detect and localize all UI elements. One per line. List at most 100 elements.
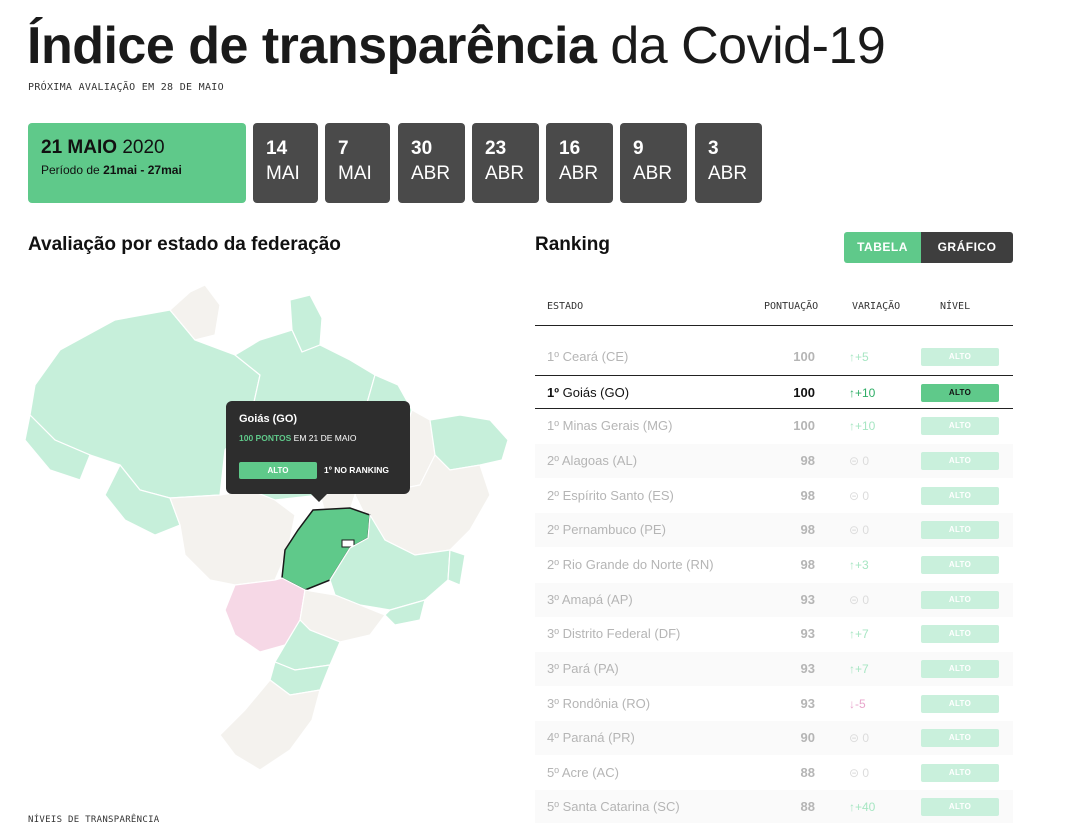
table-row[interactable]: 2º Alagoas (AL) 98 ⊝ 0 ALTO <box>535 444 1013 478</box>
row-state: Distrito Federal (DF) <box>562 626 681 641</box>
row-rank: 2º <box>547 453 559 468</box>
row-level-badge: ALTO <box>921 487 999 505</box>
row-level-badge: ALTO <box>921 798 999 816</box>
row-level-badge: ALTO <box>921 729 999 747</box>
date-day: 9 <box>633 138 644 159</box>
date-button-7-mai[interactable]: 7 MAI <box>325 123 390 203</box>
map-state-ac[interactable] <box>24 413 91 481</box>
table-row[interactable]: 2º Rio Grande do Norte (RN) 98 ↑+3 ALTO <box>535 548 1013 582</box>
date-button-9-abr[interactable]: 9 ABR <box>620 123 687 203</box>
table-row[interactable]: 3º Rondônia (RO) 93 ↓-5 ALTO <box>535 687 1013 721</box>
row-state: Acre (AC) <box>561 765 619 780</box>
date-day: 16 <box>559 138 581 159</box>
row-state: Alagoas (AL) <box>561 453 638 468</box>
map-state-df[interactable] <box>341 539 355 548</box>
row-rank: 3º <box>547 626 559 641</box>
row-level-badge: ALTO <box>921 556 999 574</box>
row-state: Santa Catarina (SC) <box>562 799 680 814</box>
row-state: Pará (PA) <box>562 661 619 676</box>
table-row[interactable]: 5º Santa Catarina (SC) 88 ↑+40 ALTO <box>535 790 1013 823</box>
date-month: ABR <box>485 163 525 184</box>
table-row-selected[interactable]: 1º Goiás (GO) 100 ↑+10 ALTO <box>535 375 1013 409</box>
table-row[interactable]: 2º Pernambuco (PE) 98 ⊝ 0 ALTO <box>535 513 1013 547</box>
map-tooltip: Goiás (GO) 100 PONTOS EM 21 DE MAIO ALTO… <box>226 401 410 502</box>
table-row[interactable]: 1º Minas Gerais (MG) 100 ↑+10 ALTO <box>535 409 1013 443</box>
tooltip-points: 100 PONTOS <box>239 433 292 443</box>
map-state-mt[interactable] <box>169 489 296 586</box>
row-rank: 1º <box>547 385 559 400</box>
date-period-prefix: Período de <box>41 163 100 177</box>
row-rank: 3º <box>547 696 559 711</box>
row-score: 93 <box>800 696 815 711</box>
row-score: 100 <box>793 385 815 400</box>
column-header-state[interactable]: ESTADO <box>547 301 584 312</box>
date-month: ABR <box>633 163 673 184</box>
row-variation: ⊝ 0 <box>849 489 870 503</box>
table-row[interactable]: 3º Pará (PA) 93 ↑+7 ALTO <box>535 652 1013 686</box>
row-score: 100 <box>793 349 815 364</box>
table-row[interactable]: 2º Espírito Santo (ES) 98 ⊝ 0 ALTO <box>535 479 1013 513</box>
map-state-rj[interactable] <box>384 599 426 626</box>
row-state: Espírito Santo (ES) <box>562 488 674 503</box>
toggle-chart-button[interactable]: GRÁFICO <box>921 232 1013 263</box>
row-score: 88 <box>800 765 815 780</box>
row-variation: ↑+40 <box>849 800 876 814</box>
row-state: Ceará (CE) <box>562 349 629 364</box>
date-button-14-mai[interactable]: 14 MAI <box>253 123 318 203</box>
view-toggle: TABELA GRÁFICO <box>844 232 1013 263</box>
row-rank: 1º <box>547 349 559 364</box>
tooltip-rank: 1º NO RANKING <box>324 465 389 475</box>
row-state: Pernambuco (PE) <box>562 522 666 537</box>
column-header-variation[interactable]: VARIAÇÃO <box>852 301 901 312</box>
date-month: MAI <box>266 163 300 184</box>
date-month: MAI <box>338 163 372 184</box>
row-variation: ↑+10 <box>849 386 876 400</box>
row-level-badge: ALTO <box>921 591 999 609</box>
table-row[interactable]: 1º Ceará (CE) 100 ↑+5 ALTO <box>535 340 1013 374</box>
page-title-bold: Índice de transparência <box>27 17 597 75</box>
row-score: 98 <box>800 557 815 572</box>
row-state: Minas Gerais (MG) <box>562 418 673 433</box>
date-current-year: 2020 <box>122 137 165 158</box>
date-button-3-abr[interactable]: 3 ABR <box>695 123 762 203</box>
row-level-badge: ALTO <box>921 348 999 366</box>
row-level-badge: ALTO <box>921 452 999 470</box>
toggle-table-button[interactable]: TABELA <box>844 232 921 263</box>
row-variation: ↑+5 <box>849 350 869 364</box>
date-button-16-abr[interactable]: 16 ABR <box>546 123 613 203</box>
row-level-badge: ALTO <box>921 521 999 539</box>
tooltip-state: Goiás (GO) <box>239 413 298 425</box>
row-variation: ⊝ 0 <box>849 523 870 537</box>
row-level-badge: ALTO <box>921 660 999 678</box>
row-state: Rio Grande do Norte (RN) <box>562 557 714 572</box>
map-legend-title: NÍVEIS DE TRANSPARÊNCIA <box>28 815 160 823</box>
next-evaluation-note: PRÓXIMA AVALIAÇÃO EM 28 DE MAIO <box>28 82 224 93</box>
column-header-level[interactable]: NÍVEL <box>940 301 971 312</box>
row-variation: ⊝ 0 <box>849 454 870 468</box>
row-score: 98 <box>800 522 815 537</box>
map-state-rr[interactable] <box>169 284 221 341</box>
row-state: Goiás (GO) <box>562 385 630 400</box>
date-day: 23 <box>485 138 507 159</box>
row-rank: 2º <box>547 557 559 572</box>
row-score: 98 <box>800 453 815 468</box>
date-button-23-abr[interactable]: 23 ABR <box>472 123 539 203</box>
column-header-score[interactable]: PONTUAÇÃO <box>764 301 819 312</box>
date-current-button[interactable]: 21 MAIO 2020 Período de 21mai - 27mai <box>28 123 246 203</box>
date-period-range: 21mai - 27mai <box>103 163 182 177</box>
table-row[interactable]: 3º Amapá (AP) 93 ⊝ 0 ALTO <box>535 583 1013 617</box>
row-score: 93 <box>800 626 815 641</box>
row-variation: ↑+7 <box>849 662 869 676</box>
date-button-30-abr[interactable]: 30 ABR <box>398 123 465 203</box>
table-row[interactable]: 4º Paraná (PR) 90 ⊝ 0 ALTO <box>535 721 1013 755</box>
row-level-badge: ALTO <box>921 695 999 713</box>
row-score: 93 <box>800 592 815 607</box>
row-rank: 1º <box>547 418 559 433</box>
table-row[interactable]: 3º Distrito Federal (DF) 93 ↑+7 ALTO <box>535 617 1013 651</box>
map-state-rs[interactable] <box>219 679 321 771</box>
date-month: ABR <box>559 163 599 184</box>
map-state-ro[interactable] <box>104 463 181 536</box>
date-day: 3 <box>708 138 719 159</box>
table-row[interactable]: 5º Acre (AC) 88 ⊝ 0 ALTO <box>535 756 1013 790</box>
map-state-es[interactable] <box>447 549 466 586</box>
